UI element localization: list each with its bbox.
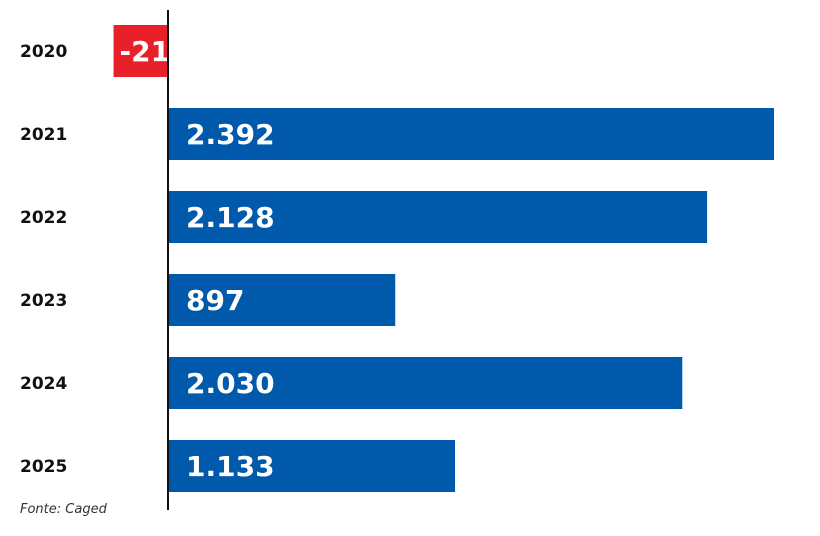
value-label-2024: 2.030 [186,367,275,400]
category-labels-group: 2020 2021 2022 2023 2024 2025 [20,42,67,477]
bar-2025 [168,440,456,492]
category-label-2022: 2022 [20,208,67,228]
bar-2024 [168,357,683,409]
value-label-2022: 2.128 [186,201,275,234]
category-label-2021: 2021 [20,125,67,145]
bar-2022 [168,191,708,243]
bar-2021 [168,108,774,160]
value-label-2025: 1.133 [186,450,275,483]
category-label-2020: 2020 [20,42,67,62]
value-label-2023: 897 [186,284,244,317]
category-label-2024: 2024 [20,374,67,394]
category-label-2023: 2023 [20,291,67,311]
source-note: Fonte: Caged [20,502,107,517]
value-label-2020: -215 [120,35,190,68]
bar-2020 [113,25,168,77]
category-label-2025: 2025 [20,457,67,477]
bars-group [113,25,774,492]
value-labels-group: -215 2.392 2.128 897 2.030 1.133 [120,35,275,483]
bar-2023 [168,274,396,326]
value-label-2021: 2.392 [186,118,275,151]
